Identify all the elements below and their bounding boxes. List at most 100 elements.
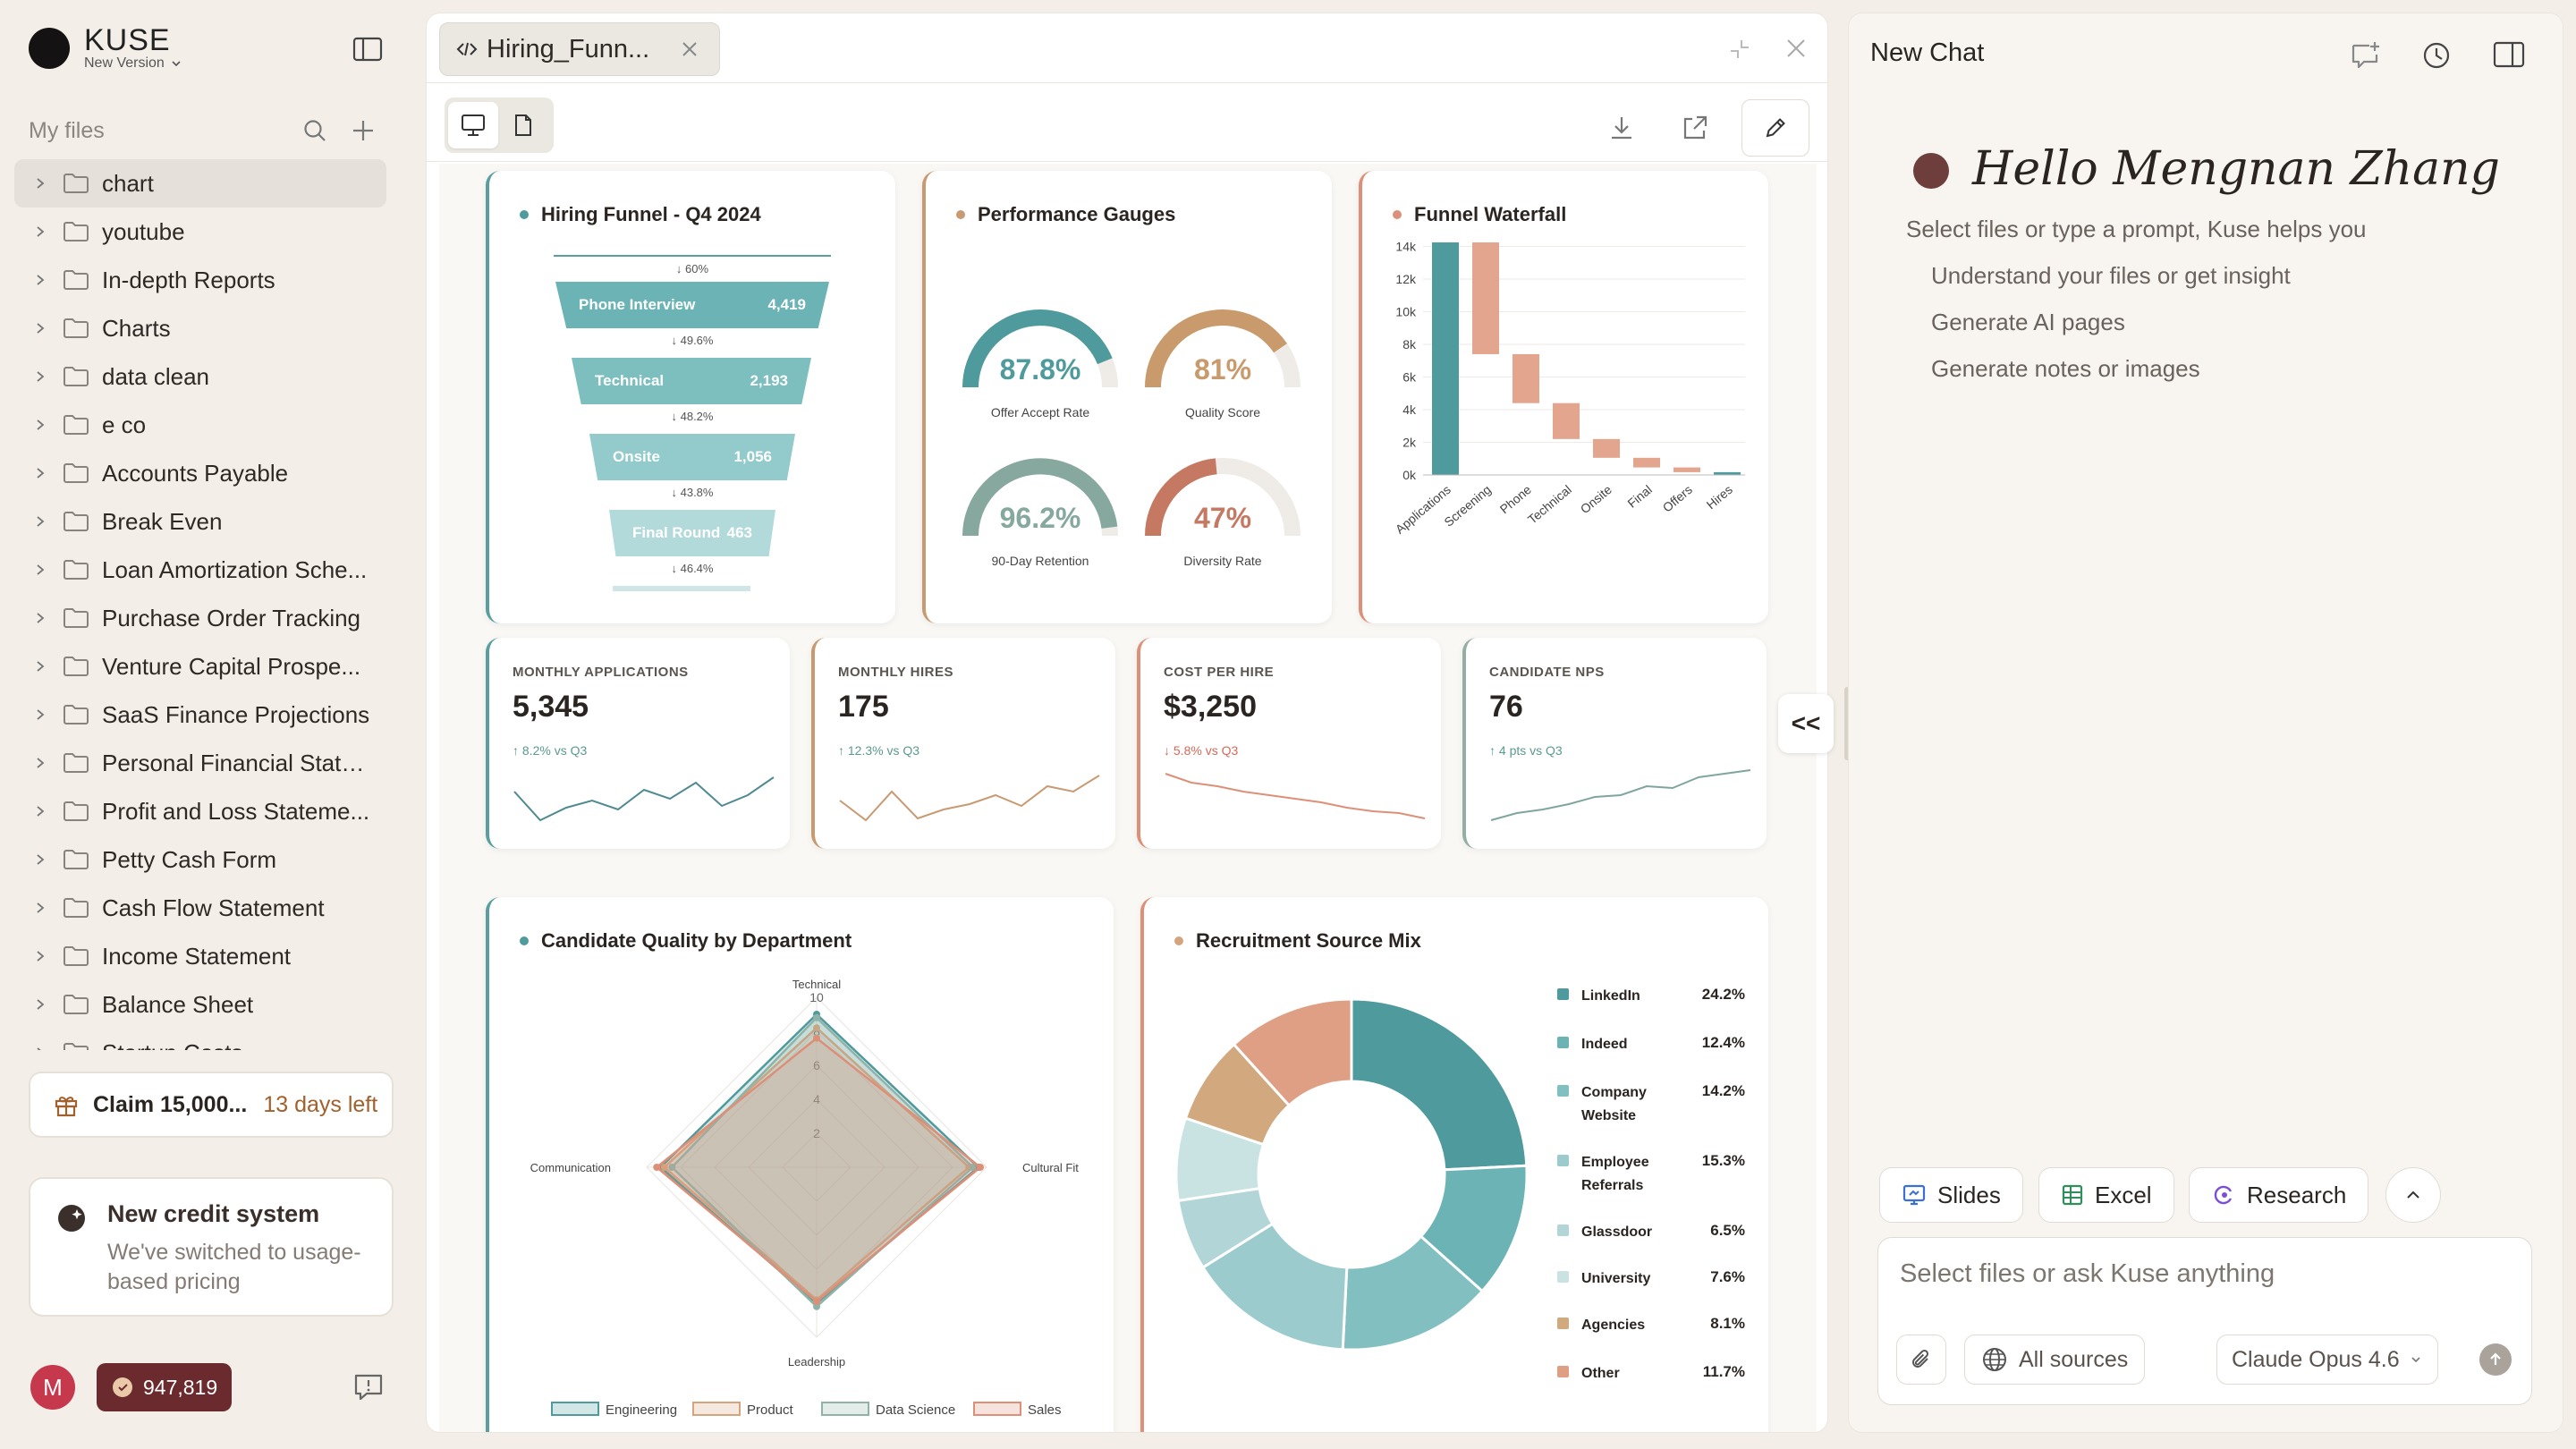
funnel-stage-conv: ↓ 48.2% — [671, 410, 714, 423]
tree-folder-item[interactable]: Loan Amortization Sche... — [14, 546, 386, 594]
tree-folder-item[interactable]: e co — [14, 401, 386, 449]
tree-folder-item[interactable]: Profit and Loss Stateme... — [14, 787, 386, 835]
brand[interactable]: KUSE New Version — [29, 25, 182, 72]
donut-slice — [1232, 997, 1353, 1108]
gauge-value: 47% — [1193, 502, 1252, 534]
tree-folder-label: Balance Sheet — [102, 990, 254, 1018]
funnel-stage-bar: Phone Interview 4,419 — [555, 282, 829, 328]
radar-axis-label: Cultural Fit — [1022, 1161, 1079, 1174]
file-tree: chart youtube In-depth Reports Charts data c… — [14, 159, 386, 1050]
tree-folder-item[interactable]: Accounts Payable — [14, 449, 386, 497]
radar-point — [813, 1302, 820, 1310]
tree-folder-item[interactable]: Break Even — [14, 497, 386, 546]
desktop-view-button[interactable] — [448, 102, 498, 148]
attach-button[interactable] — [1896, 1335, 1946, 1385]
avatar[interactable]: M — [30, 1365, 75, 1410]
new-chat-icon[interactable] — [2350, 40, 2382, 71]
radar-legend-label: Data Science — [876, 1402, 955, 1418]
suggestion-understand[interactable]: Understand your files or get insight — [1931, 262, 2291, 289]
document-view-button[interactable] — [498, 102, 548, 148]
chevron-right-icon — [37, 564, 45, 575]
folder-icon — [64, 512, 89, 531]
send-button[interactable] — [2479, 1343, 2512, 1376]
funnel-stage-value: 2,193 — [750, 372, 788, 389]
tree-folder-item[interactable]: Income Statement — [14, 932, 386, 980]
close-tab-icon[interactable] — [680, 39, 699, 59]
waterfall-ytick: 14k — [1395, 242, 1417, 254]
radar-point — [660, 1164, 668, 1171]
kpi-sparkline — [1490, 769, 1751, 821]
tree-folder-item[interactable]: Balance Sheet — [14, 980, 386, 1029]
tree-folder-item[interactable]: SaaS Finance Projections — [14, 691, 386, 739]
tree-folder-item[interactable]: Personal Financial State... — [14, 739, 386, 787]
tree-folder-item[interactable]: Purchase Order Tracking — [14, 594, 386, 642]
gauge: 81% Quality Score — [1133, 305, 1312, 439]
slides-button[interactable]: Slides — [1879, 1167, 2023, 1223]
tree-folder-item[interactable]: Startup Costs — [14, 1029, 386, 1050]
research-button[interactable]: Research — [2189, 1167, 2369, 1223]
waterfall-ytick: 2k — [1402, 436, 1417, 450]
tab-hiring-funnel[interactable]: Hiring_Funn... — [439, 22, 720, 76]
panel-resize-handle[interactable] — [1844, 687, 1850, 760]
close-panel-icon[interactable] — [1784, 37, 1808, 60]
model-selector[interactable]: Claude Opus 4.6 — [2216, 1335, 2438, 1385]
donut-card: Recruitment Source Mix LinkedIn 24.2% Inde… — [1140, 897, 1768, 1432]
gauge-fill — [962, 309, 1113, 388]
waterfall-xtick: Offers — [1660, 482, 1695, 515]
version-selector[interactable]: New Version — [84, 55, 182, 72]
feedback-icon[interactable] — [352, 1372, 385, 1402]
kpi-card: MONTHLY APPLICATIONS 5,345 ↑ 8.2% vs Q3 — [486, 638, 790, 849]
tree-folder-item[interactable]: Charts — [14, 304, 386, 352]
donut-slice — [1200, 1222, 1349, 1352]
legend-swatch — [1557, 1366, 1569, 1377]
add-file-icon[interactable] — [351, 118, 376, 143]
claim-banner[interactable]: Claim 15,000... 13 days left — [29, 1072, 394, 1138]
globe-icon — [1983, 1348, 2006, 1371]
collapse-icon[interactable] — [1727, 37, 1752, 62]
tree-folder-item[interactable]: data clean — [14, 352, 386, 401]
code-icon — [456, 42, 478, 56]
suggestion-ai-pages[interactable]: Generate AI pages — [1931, 309, 2125, 335]
suggestion-notes-images[interactable]: Generate notes or images — [1931, 355, 2200, 382]
radar-rtick: 2 — [813, 1126, 820, 1140]
legend-swatch — [1557, 1224, 1569, 1236]
brand-name: KUSE — [84, 23, 171, 57]
folder-icon — [64, 560, 89, 580]
more-tools-button[interactable] — [2385, 1167, 2441, 1223]
tree-folder-item[interactable]: Cash Flow Statement — [14, 884, 386, 932]
sources-selector[interactable]: All sources — [1964, 1335, 2146, 1385]
radar-legend-swatch — [973, 1402, 1021, 1416]
excel-button[interactable]: Excel — [2038, 1167, 2174, 1223]
tree-folder-item[interactable]: chart — [14, 159, 386, 208]
radar-title: Candidate Quality by Department — [541, 929, 852, 952]
gauge-arc — [1145, 309, 1301, 388]
sidebar-toggle-icon[interactable] — [352, 36, 383, 63]
expand-panel-button[interactable]: << — [1778, 694, 1834, 753]
gauge-fill — [1145, 309, 1287, 388]
tree-folder-label: In-depth Reports — [102, 266, 275, 293]
tree-folder-item[interactable]: youtube — [14, 208, 386, 256]
sparkle-icon — [55, 1202, 88, 1234]
search-icon[interactable] — [302, 118, 327, 143]
tab-bar: Hiring_Funn... — [427, 13, 1827, 83]
edit-button[interactable] — [1741, 99, 1809, 157]
chevron-right-icon — [37, 516, 45, 527]
funnel-stage-label: Final Round — [632, 524, 721, 541]
tree-folder-item[interactable]: Petty Cash Form — [14, 835, 386, 884]
claim-title: Claim 15,000... — [93, 1091, 248, 1117]
kpi-value: $3,250 — [1164, 690, 1257, 724]
chat-input[interactable]: Select files or ask Kuse anything All so… — [1877, 1237, 2532, 1405]
waterfall-xtick: Technical — [1525, 482, 1574, 527]
brand-logo — [29, 28, 70, 69]
radar-point — [813, 1024, 820, 1032]
tree-folder-item[interactable]: Venture Capital Prospe... — [14, 642, 386, 691]
panel-layout-icon[interactable] — [2493, 40, 2525, 69]
history-icon[interactable] — [2421, 40, 2452, 71]
open-external-icon[interactable] — [1681, 114, 1709, 142]
tree-folder-item[interactable]: In-depth Reports — [14, 256, 386, 304]
kpi-sparkline — [839, 775, 1100, 822]
credit-notice[interactable]: New credit system We've switched to usag… — [29, 1177, 394, 1317]
credits-badge[interactable]: 947,819 — [97, 1363, 233, 1411]
download-icon[interactable] — [1607, 114, 1636, 142]
chevron-down-icon — [172, 61, 181, 67]
